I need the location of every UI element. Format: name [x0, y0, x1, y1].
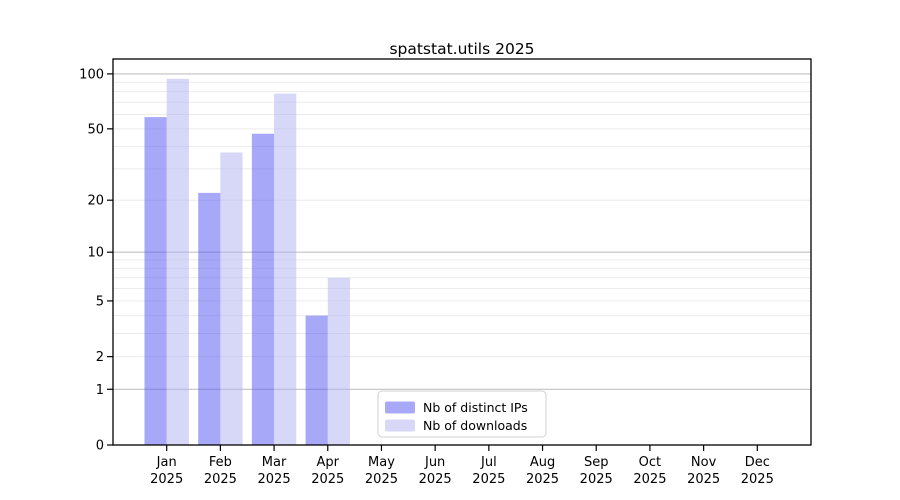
x-tick-label: Feb 2025: [204, 455, 237, 487]
bar-distinct-ips: [251, 133, 275, 446]
y-tick-label: 2: [96, 350, 104, 365]
y-tick-label: 0: [96, 439, 104, 454]
legend-label-downloads: Nb of downloads: [423, 418, 527, 433]
x-tick-label: Jul 2025: [472, 455, 505, 487]
legend: Nb of distinct IPs Nb of downloads: [377, 390, 547, 438]
bar-downloads: [220, 152, 243, 445]
legend-box: [377, 390, 547, 438]
bar-downloads: [274, 93, 297, 445]
legend-swatch-downloads: [385, 419, 415, 432]
chart-title: spatstat.utils 2025: [389, 40, 534, 58]
bar-distinct-ips: [144, 117, 167, 446]
bar-series: [144, 78, 350, 446]
x-tick-label: Mar 2025: [258, 455, 291, 487]
x-axis-ticks: Jan 2025 Feb 2025 Mar 2025 Apr 2025 May 2025 Jun 20…: [150, 445, 774, 487]
bar-downloads: [327, 277, 350, 445]
x-tick-label: Sep 2025: [580, 455, 613, 487]
y-axis-ticks: 0 1 2 5 10 20 50 100: [79, 67, 113, 454]
x-tick-label: Aug 2025: [526, 455, 559, 487]
bar-distinct-ips: [198, 192, 221, 445]
x-tick-label: Apr 2025: [311, 455, 344, 487]
bar-downloads: [166, 78, 189, 445]
legend-label-distinct-ips: Nb of distinct IPs: [423, 400, 528, 415]
y-tick-label: 5: [96, 294, 104, 309]
y-tick-label: 1: [96, 383, 104, 398]
x-tick-label: Jan 2025: [150, 455, 183, 487]
x-tick-label: Jun 2025: [419, 455, 452, 487]
x-tick-label: Nov 2025: [687, 455, 720, 487]
bar-distinct-ips: [305, 315, 328, 445]
legend-swatch-distinct-ips: [385, 401, 415, 414]
y-tick-label: 100: [79, 67, 104, 82]
x-tick-label: Dec 2025: [741, 455, 774, 487]
y-tick-label: 50: [87, 122, 104, 137]
y-tick-label: 20: [87, 194, 104, 209]
x-tick-label: Oct 2025: [633, 455, 666, 487]
y-tick-label: 10: [87, 246, 104, 261]
x-tick-label: May 2025: [365, 455, 398, 487]
